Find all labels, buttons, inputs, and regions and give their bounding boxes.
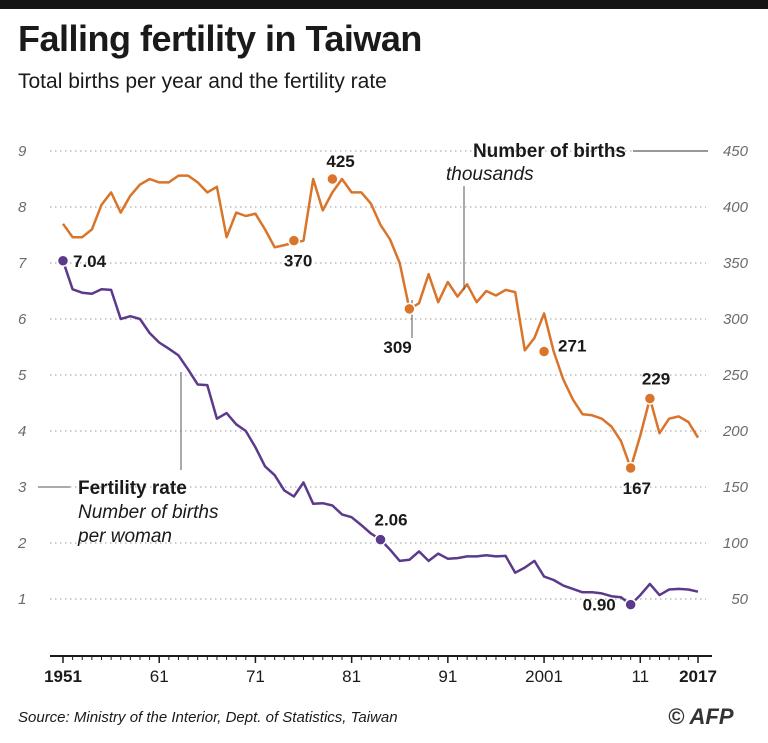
births-line: [61, 174, 700, 470]
births-value-label: 425: [326, 152, 354, 171]
births-highlight-point: [624, 461, 637, 475]
births-value-label: 271: [558, 336, 586, 355]
x-axis-tick-label: 2017: [679, 667, 717, 686]
fertility-line: [61, 260, 699, 606]
fertility-highlight-point: [374, 533, 387, 546]
births-legend-title: Number of births: [473, 141, 626, 162]
left-axis-tick-label: 4: [18, 423, 26, 440]
left-axis-tick-label: 3: [18, 479, 27, 496]
births-value-label: 167: [623, 479, 651, 498]
top-bar: [0, 0, 768, 9]
chart-subtitle: Total births per year and the fertility …: [18, 70, 387, 93]
left-axis-tick-label: 6: [18, 311, 27, 328]
left-axis-tick-label: 7: [18, 255, 27, 272]
births-legend-unit: thousands: [446, 164, 534, 185]
right-axis-tick-label: 200: [722, 423, 749, 440]
left-axis-tick-label: 5: [18, 367, 27, 384]
right-axis-tick-label: 400: [723, 199, 749, 216]
births-highlight-point: [403, 302, 416, 316]
right-axis-tick-label: 250: [722, 367, 749, 384]
fertility-highlight-point: [56, 254, 70, 268]
x-axis-tick-label: 81: [342, 667, 361, 686]
right-axis-tick-label: 50: [731, 591, 748, 608]
x-axis-tick-label: 71: [246, 667, 265, 686]
highlight-points: 370 425 309 271 167 229 7.04 2.06 0.90: [56, 152, 670, 615]
right-axis-tick-label: 450: [723, 143, 749, 160]
right-axis-tick-label: 350: [723, 255, 749, 272]
x-axis-tick-label: 61: [150, 667, 169, 686]
x-axis-tick-label: 2001: [525, 667, 563, 686]
births-highlight-point: [537, 345, 551, 358]
left-axis-tick-label: 9: [18, 143, 27, 160]
x-axis-tick-label: 91: [438, 667, 457, 686]
fertility-value-label: 7.04: [73, 252, 107, 271]
births-value-label: 309: [383, 338, 411, 357]
x-axis-tick-label: 11: [631, 667, 649, 686]
right-axis-tick-label: 150: [723, 479, 749, 496]
births-highlight-point: [287, 234, 301, 247]
fertility-value-label: 0.90: [583, 596, 616, 615]
fertility-legend-unit-2: per woman: [77, 526, 172, 547]
fertility-legend-title: Fertility rate: [78, 478, 187, 499]
left-axis-tick-label: 8: [18, 199, 27, 216]
right-axis-tick-label: 100: [723, 535, 749, 552]
fertility-highlight-point: [624, 598, 637, 611]
births-highlight-point: [326, 172, 339, 186]
fertility-legend-unit-1: Number of births: [78, 502, 219, 523]
source-note: Source: Ministry of the Interior, Dept. …: [18, 709, 398, 726]
x-axis-tick-label: 1951: [44, 667, 82, 686]
right-axis-tick-label: 300: [723, 311, 749, 328]
fertility-value-label: 2.06: [375, 511, 408, 530]
afp-logo: © AFP: [668, 704, 734, 729]
births-value-label: 229: [642, 370, 670, 389]
left-axis-tick-label: 1: [18, 591, 26, 608]
annotations: Number of births thousands Fertility rat…: [38, 141, 708, 547]
left-axis-tick-label: 2: [17, 535, 27, 552]
births-value-label: 370: [284, 252, 312, 271]
chart-title: Falling fertility in Taiwan: [18, 18, 422, 59]
births-highlight-point: [643, 392, 657, 405]
